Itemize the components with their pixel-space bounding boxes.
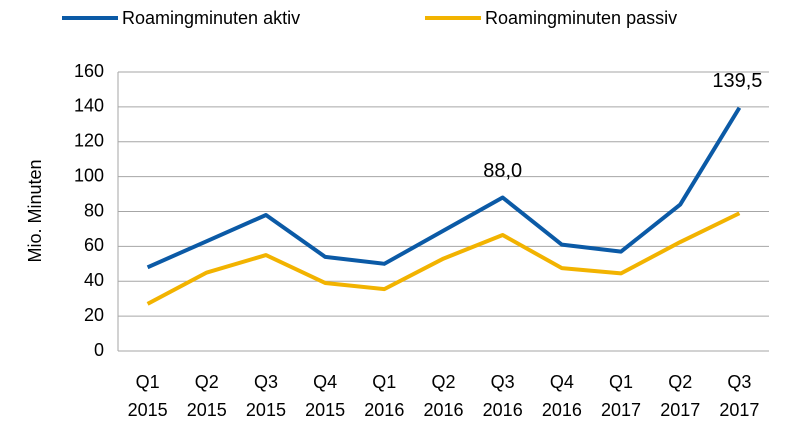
y-tick-label: 100 — [74, 165, 104, 185]
x-tick-label: Q2 — [668, 372, 692, 392]
y-tick-label: 120 — [74, 131, 104, 151]
y-tick-label: 40 — [84, 270, 104, 290]
x-tick-label: 2015 — [187, 400, 227, 420]
legend-label: Roamingminuten passiv — [485, 8, 677, 28]
x-tick-label: Q1 — [136, 372, 160, 392]
x-tick-label: Q4 — [550, 372, 574, 392]
x-tick-label: 2016 — [364, 400, 404, 420]
y-tick-label: 20 — [84, 305, 104, 325]
y-axis-label: Mio. Minuten — [25, 159, 45, 262]
y-tick-label: 140 — [74, 96, 104, 116]
data-label: 88,0 — [483, 160, 522, 182]
y-tick-label: 60 — [84, 235, 104, 255]
x-tick-label: 2015 — [305, 400, 345, 420]
x-tick-label: Q3 — [727, 372, 751, 392]
x-tick-label: 2017 — [601, 400, 641, 420]
x-tick-label: Q4 — [313, 372, 337, 392]
x-tick-label: Q3 — [491, 372, 515, 392]
x-tick-label: 2016 — [483, 400, 523, 420]
x-tick-label: Q3 — [254, 372, 278, 392]
y-tick-label: 160 — [74, 61, 104, 81]
x-tick-label: 2016 — [542, 400, 582, 420]
x-tick-label: 2017 — [660, 400, 700, 420]
x-tick-label: 2017 — [719, 400, 759, 420]
series-line — [146, 106, 742, 270]
x-tick-label: Q1 — [372, 372, 396, 392]
x-tick-label: Q2 — [195, 372, 219, 392]
x-tick-label: Q2 — [431, 372, 455, 392]
data-label: 139,5 — [712, 70, 762, 92]
y-tick-label: 80 — [84, 200, 104, 220]
legend-label: Roamingminuten aktiv — [122, 8, 300, 28]
x-tick-label: 2015 — [128, 400, 168, 420]
series-line — [146, 211, 741, 306]
x-tick-label: 2015 — [246, 400, 286, 420]
x-tick-label: Q1 — [609, 372, 633, 392]
x-tick-label: 2016 — [423, 400, 463, 420]
y-tick-label: 0 — [94, 340, 104, 360]
